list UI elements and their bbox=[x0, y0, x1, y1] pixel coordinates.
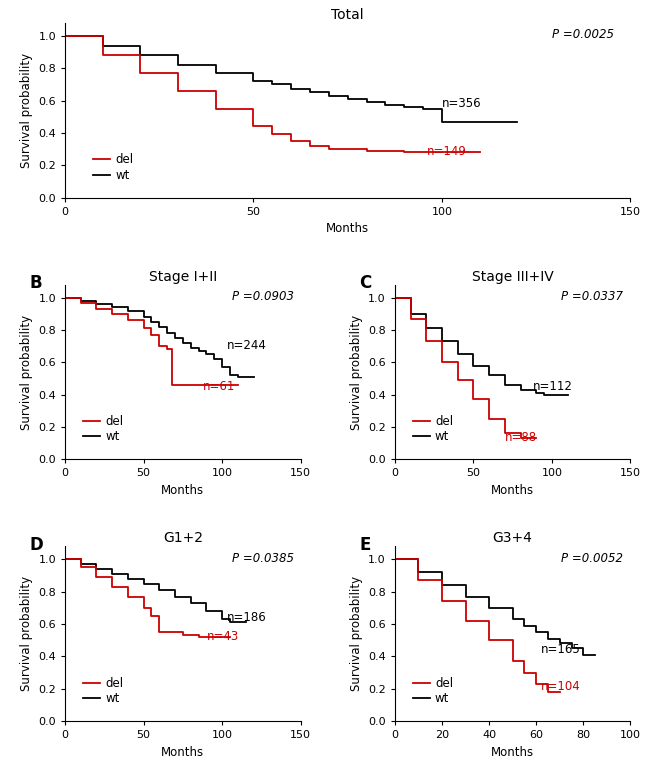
Title: Stage I+II: Stage I+II bbox=[149, 269, 217, 284]
Text: P =0.0903: P =0.0903 bbox=[231, 290, 294, 303]
X-axis label: Months: Months bbox=[326, 222, 369, 235]
Text: C: C bbox=[359, 275, 372, 292]
Title: Total: Total bbox=[332, 8, 364, 21]
Text: n=61: n=61 bbox=[203, 380, 235, 393]
Text: E: E bbox=[359, 536, 371, 554]
Text: B: B bbox=[30, 275, 42, 292]
Text: n=149: n=149 bbox=[427, 146, 467, 159]
Legend: del, wt: del, wt bbox=[408, 410, 458, 448]
X-axis label: Months: Months bbox=[161, 484, 204, 497]
Text: P =0.0385: P =0.0385 bbox=[231, 551, 294, 565]
Legend: del, wt: del, wt bbox=[408, 672, 458, 709]
Text: P =0.0052: P =0.0052 bbox=[562, 551, 623, 565]
Text: n=104: n=104 bbox=[541, 680, 580, 693]
Text: n=165: n=165 bbox=[541, 643, 580, 656]
Text: n=88: n=88 bbox=[505, 432, 537, 444]
Text: n=356: n=356 bbox=[442, 97, 482, 110]
Text: n=186: n=186 bbox=[227, 611, 266, 624]
Title: G3+4: G3+4 bbox=[493, 532, 532, 545]
X-axis label: Months: Months bbox=[491, 746, 534, 759]
Title: G1+2: G1+2 bbox=[162, 532, 203, 545]
Title: Stage III+IV: Stage III+IV bbox=[472, 269, 554, 284]
Legend: del, wt: del, wt bbox=[78, 672, 128, 709]
Y-axis label: Survival probability: Survival probability bbox=[20, 314, 32, 430]
Text: n=43: n=43 bbox=[207, 630, 239, 644]
Legend: del, wt: del, wt bbox=[88, 149, 138, 186]
Y-axis label: Survival probability: Survival probability bbox=[20, 576, 32, 691]
Text: n=112: n=112 bbox=[533, 380, 573, 393]
Y-axis label: Survival probability: Survival probability bbox=[20, 53, 32, 168]
X-axis label: Months: Months bbox=[491, 484, 534, 497]
Y-axis label: Survival probability: Survival probability bbox=[350, 576, 363, 691]
Text: P =0.0337: P =0.0337 bbox=[562, 290, 623, 303]
X-axis label: Months: Months bbox=[161, 746, 204, 759]
Legend: del, wt: del, wt bbox=[78, 410, 128, 448]
Text: n=244: n=244 bbox=[227, 339, 266, 352]
Text: P =0.0025: P =0.0025 bbox=[552, 28, 614, 41]
Text: D: D bbox=[30, 536, 44, 554]
Y-axis label: Survival probability: Survival probability bbox=[350, 314, 363, 430]
